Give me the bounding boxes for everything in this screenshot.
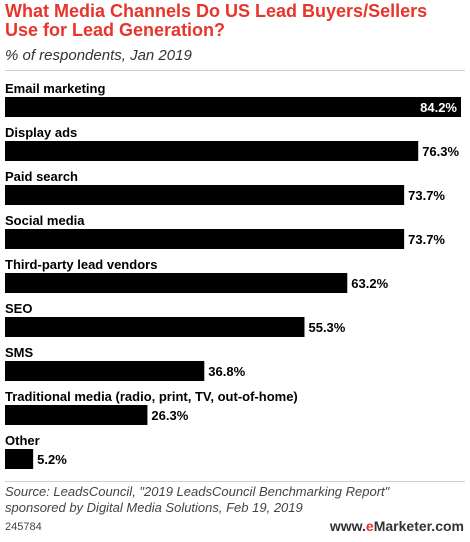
- chart-title: What Media Channels Do US Lead Buyers/Se…: [5, 1, 428, 40]
- value-label: 55.3%: [308, 320, 345, 335]
- category-label: SEO: [5, 301, 32, 316]
- emarketer-logo: www.eMarketer.com: [330, 518, 464, 534]
- chart-subtitle: % of respondents, Jan 2019: [5, 47, 192, 64]
- top-divider: [5, 70, 465, 71]
- value-label: 36.8%: [208, 364, 245, 379]
- category-label: Social media: [5, 213, 85, 228]
- category-label: Third-party lead vendors: [5, 257, 157, 272]
- brand-prefix: www.: [329, 518, 366, 534]
- bar: [5, 361, 205, 381]
- brand-rest: Marketer.com: [373, 518, 464, 534]
- bar: [5, 185, 405, 205]
- value-label: 84.2%: [420, 100, 457, 115]
- source-note: Source: LeadsCouncil, "2019 LeadsCouncil…: [5, 484, 390, 515]
- value-label: 73.7%: [408, 232, 445, 247]
- bar: [5, 317, 305, 337]
- bar: [5, 449, 34, 469]
- category-label: Traditional media (radio, print, TV, out…: [5, 389, 298, 404]
- brand-e: e: [365, 518, 374, 534]
- category-label: SMS: [5, 345, 34, 360]
- value-label: 63.2%: [351, 276, 388, 291]
- value-label: 26.3%: [151, 408, 188, 423]
- category-label: Email marketing: [5, 81, 105, 96]
- value-label: 5.2%: [37, 452, 67, 467]
- bar-chart: Email marketing 84.2% Display ads 76.3% Paid…: [5, 81, 461, 469]
- bar: [5, 97, 461, 117]
- value-label: 73.7%: [408, 188, 445, 203]
- bar: [5, 273, 348, 293]
- category-label: Paid search: [5, 169, 78, 184]
- bottom-divider: [5, 481, 465, 482]
- bar: [5, 141, 419, 161]
- chart-id: 245784: [5, 521, 42, 533]
- bar: [5, 229, 405, 249]
- bar: [5, 405, 148, 425]
- category-label: Display ads: [5, 125, 77, 140]
- category-label: Other: [5, 433, 40, 448]
- value-label: 76.3%: [422, 144, 459, 159]
